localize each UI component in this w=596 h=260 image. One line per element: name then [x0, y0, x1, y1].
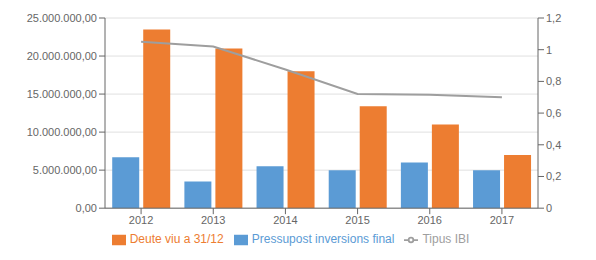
svg-text:2016: 2016: [418, 214, 442, 226]
svg-text:1: 1: [546, 44, 552, 56]
svg-text:10.000.000,00: 10.000.000,00: [27, 126, 97, 138]
svg-text:0,6: 0,6: [546, 107, 561, 119]
svg-text:0,8: 0,8: [546, 75, 561, 87]
svg-text:2014: 2014: [273, 214, 297, 226]
svg-text:5.000.000,00: 5.000.000,00: [33, 164, 97, 176]
svg-text:2013: 2013: [201, 214, 225, 226]
svg-text:0,2: 0,2: [546, 170, 561, 182]
html-text:Deute viu a 31/12: Deute viu a 31/12: [129, 232, 224, 247]
svg-text:0,4: 0,4: [546, 139, 561, 151]
svg-text:2015: 2015: [345, 214, 369, 226]
svg-text:15.000.000,00: 15.000.000,00: [27, 88, 97, 100]
svg-text:0,00: 0,00: [76, 202, 97, 214]
svg-text:2017: 2017: [490, 214, 514, 226]
svg-text:2012: 2012: [129, 214, 153, 226]
html-text:Tipus IBI: Tipus IBI: [422, 232, 470, 247]
svg-text:20.000.000,00: 20.000.000,00: [27, 50, 97, 62]
svg-text:1,2: 1,2: [546, 12, 561, 24]
html-text:Pressupost inversions final: Pressupost inversions final: [251, 232, 395, 247]
svg-text:0: 0: [546, 202, 552, 214]
svg-text:25.000.000,00: 25.000.000,00: [27, 12, 97, 24]
